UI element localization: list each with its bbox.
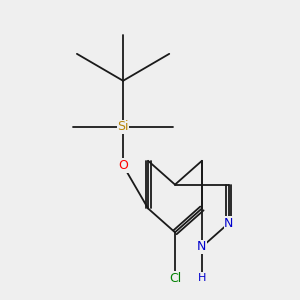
Text: H: H: [198, 273, 206, 283]
Text: N: N: [224, 217, 233, 230]
Text: O: O: [118, 159, 128, 172]
Text: Si: Si: [117, 120, 129, 134]
Text: N: N: [197, 240, 207, 254]
Text: Cl: Cl: [169, 272, 181, 285]
